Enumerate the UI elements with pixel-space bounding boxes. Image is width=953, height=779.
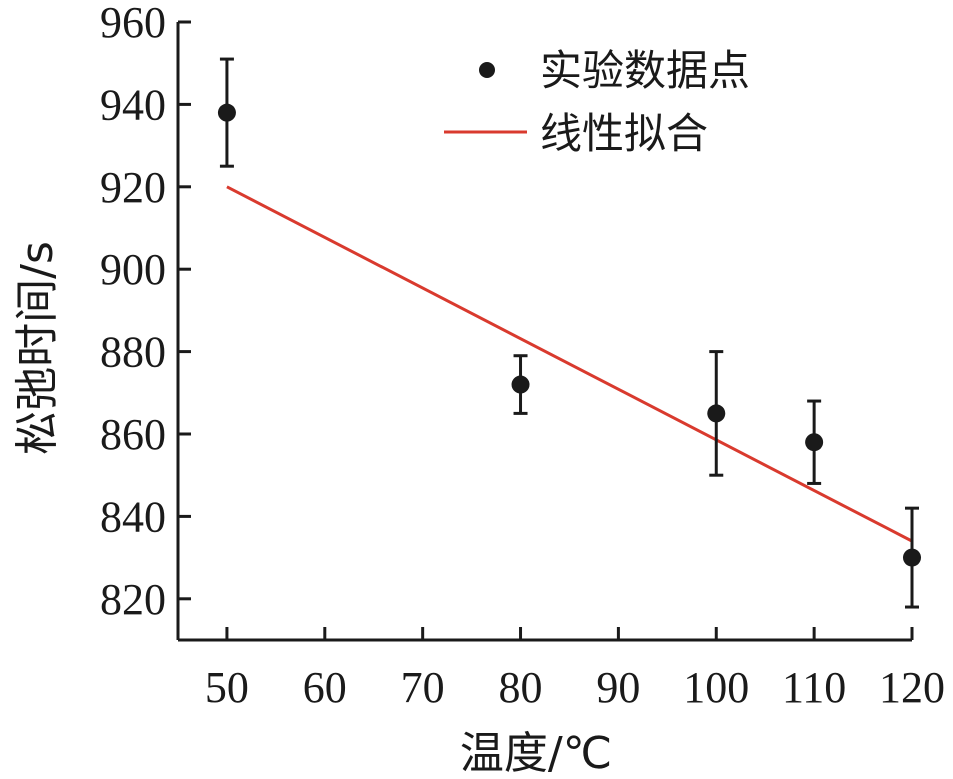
x-tick-label: 110 xyxy=(782,663,846,712)
y-tick-label: 880 xyxy=(100,328,166,377)
legend: 实验数据点 线性拟合 xyxy=(444,46,750,158)
y-tick-label: 920 xyxy=(100,163,166,212)
data-point xyxy=(805,433,824,452)
x-tick-label: 90 xyxy=(596,663,640,712)
data-point xyxy=(903,548,921,567)
x-tick-label: 70 xyxy=(401,663,445,712)
x-tick-label: 120 xyxy=(879,663,945,712)
y-tick-label: 960 xyxy=(100,0,166,47)
tick-labels: 820 840 860 880 900 920 940 960 50 60 70 80 90 100 110… xyxy=(100,0,945,712)
data-point xyxy=(707,404,726,423)
x-tick-label: 100 xyxy=(683,663,749,712)
legend-label-fit: 线性拟合 xyxy=(540,109,708,158)
data-point xyxy=(217,103,236,122)
legend-label-experimental: 实验数据点 xyxy=(540,46,750,95)
y-tick-label: 860 xyxy=(100,410,166,459)
x-tick-label: 60 xyxy=(303,663,347,712)
y-tick-label: 900 xyxy=(100,245,166,294)
data-point xyxy=(511,375,530,394)
y-tick-label: 840 xyxy=(100,492,166,541)
x-tick-label: 50 xyxy=(205,663,249,712)
fit-line xyxy=(226,185,913,543)
x-tick-label: 80 xyxy=(499,663,543,712)
legend-marker-experimental xyxy=(479,62,495,78)
y-tick-label: 940 xyxy=(100,80,166,129)
series-marks xyxy=(217,57,921,609)
y-axis-title: 松弛时间/s xyxy=(12,241,63,455)
y-tick-label: 820 xyxy=(100,575,166,624)
axes xyxy=(176,20,914,642)
x-axis-title: 温度/℃ xyxy=(460,728,612,779)
